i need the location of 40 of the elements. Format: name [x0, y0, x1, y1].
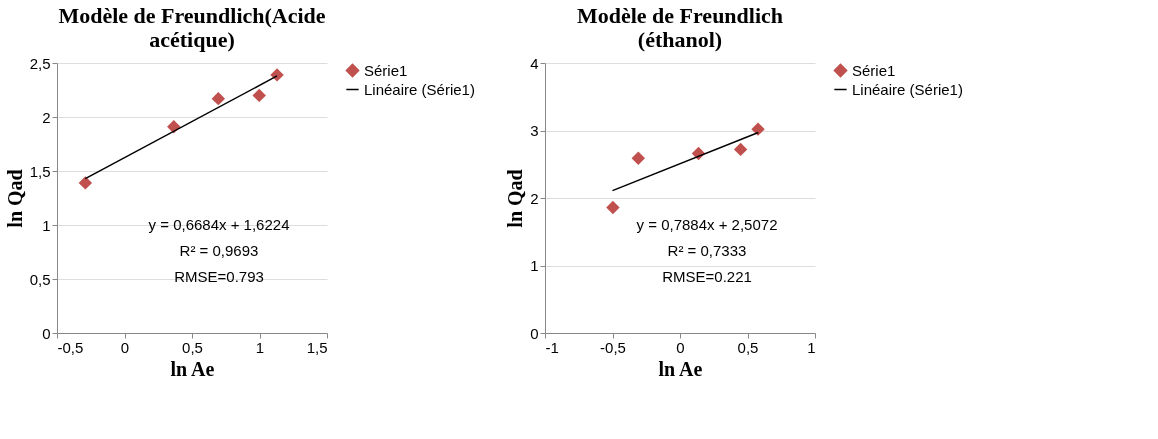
y-tick-label: 0	[42, 324, 51, 342]
point	[733, 142, 748, 157]
y-axis-title: ln Qad	[3, 169, 26, 228]
point	[606, 200, 620, 215]
annotation: RMSE=0.793	[174, 268, 264, 285]
legend-label: Série1	[852, 61, 896, 79]
x-tick-label: 0,5	[182, 338, 203, 356]
x-tick-label: -1	[545, 338, 559, 356]
y-tick-label: 0,5	[29, 270, 51, 288]
annotation: RMSE=0.221	[662, 268, 752, 285]
point	[631, 151, 645, 165]
legend-label: Linéaire (Série1)	[852, 80, 963, 98]
x-tick-label: 1,5	[306, 338, 328, 356]
y-tick-label: 2	[530, 189, 539, 207]
annotation: R² = 0,7333	[667, 242, 747, 259]
chart-title: Modèle de Freundlich (éthanol)	[576, 3, 784, 52]
legend-label: Série1	[364, 61, 408, 79]
y-tick-label: 1	[42, 216, 51, 234]
x-tick-label: -0,5	[600, 338, 626, 356]
annotation: y = 0,7884x + 2,5072	[636, 216, 778, 233]
x-tick-label: 0,5	[737, 338, 759, 356]
y-tick-label: 3	[530, 122, 539, 139]
legend-label: Linéaire (Série1)	[364, 80, 475, 98]
y-tick-label: 1,5	[29, 162, 51, 180]
y-axis-title: ln Qad	[504, 169, 527, 228]
x-tick-label: -0,5	[57, 338, 84, 356]
x-axis-title: ln Ae	[170, 357, 215, 380]
y-tick-label: 2	[42, 108, 51, 126]
x-tick-label: 0	[676, 338, 685, 356]
x-tick-label: 1	[807, 338, 816, 356]
annotation: y = 0,6684x + 1,6224	[148, 216, 290, 233]
y-tick-label: 4	[530, 54, 539, 72]
y-tick-label: 0	[530, 324, 539, 342]
x-tick-label: 0	[120, 338, 130, 356]
chart-title: Modèle de Freundlich(Acide acétique)	[58, 3, 326, 52]
y-tick-label: 2,5	[29, 54, 51, 72]
annotation: R² = 0,9693	[179, 242, 259, 259]
y-tick-label: 1	[530, 257, 539, 274]
x-tick-label: 1	[255, 338, 265, 356]
x-axis-title: ln Ae	[658, 357, 703, 380]
